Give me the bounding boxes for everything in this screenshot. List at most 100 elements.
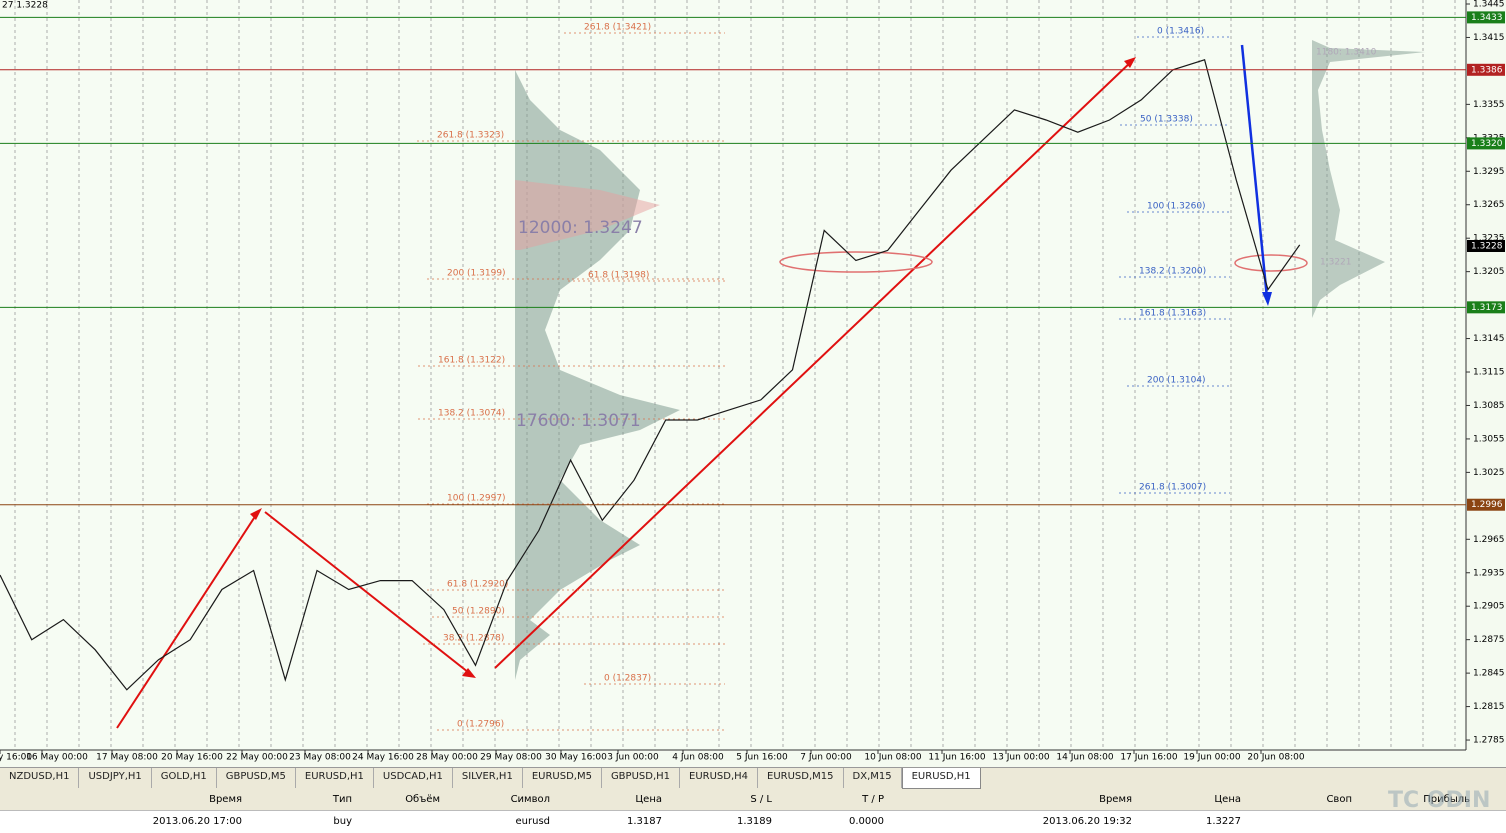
- fib-label: 50 (1.3338): [1140, 115, 1193, 125]
- fib-label: 100 (1.3260): [1147, 202, 1206, 212]
- time-label: 5 Jun 16:00: [736, 753, 788, 763]
- time-label: 19 Jun 00:00: [1183, 753, 1240, 763]
- time-label: 10 Jun 08:00: [864, 753, 921, 763]
- arrowhead: [1262, 292, 1272, 306]
- fib-label: 0 (1.2837): [604, 674, 651, 684]
- fib-label: 200 (1.3104): [1147, 376, 1206, 386]
- chart-tab[interactable]: USDJPY,H1: [79, 768, 152, 788]
- table-cell: Объём: [405, 794, 440, 805]
- price-line: [0, 59, 1301, 691]
- price-tick-label: 1.3085: [1473, 401, 1505, 411]
- table-cell: Цена: [1214, 794, 1241, 805]
- price-tick-label: 1.3415: [1473, 33, 1505, 43]
- profile-label: 1.3221: [1320, 258, 1352, 268]
- table-cell: T / P: [862, 794, 884, 805]
- price-tick-label: 1.3055: [1473, 434, 1505, 444]
- chart-tab[interactable]: EURUSD,M15: [758, 768, 844, 788]
- price-tick-label: 1.2905: [1473, 602, 1505, 612]
- price-tick-label: 1.2815: [1473, 702, 1505, 712]
- table-cell: 1.3227: [1206, 816, 1241, 827]
- time-label: 3 Jun 00:00: [607, 753, 659, 763]
- price-tick-label: 1.3355: [1473, 100, 1505, 110]
- price-tick-label: 1.2935: [1473, 568, 1505, 578]
- chart-tab[interactable]: USDCAD,H1: [374, 768, 453, 788]
- time-label: 17 May 08:00: [96, 753, 158, 763]
- level-label-bg: [1467, 498, 1505, 511]
- time-label: 28 May 00:00: [416, 753, 478, 763]
- level-label-bg: [1467, 137, 1505, 150]
- table-cell: buy: [333, 816, 352, 827]
- chart-tabs: NZDUSD,H1 USDJPY,H1 GOLD,H1 GBPUSD,M5 EURUSD…: [0, 767, 1506, 789]
- table-cell: 2013.06.20 19:32: [1042, 816, 1132, 827]
- fib-label: 0 (1.3416): [1157, 27, 1204, 37]
- fib-label: 138.2 (1.3074): [438, 409, 505, 419]
- price-tick-label: 1.2965: [1473, 535, 1505, 545]
- time-label: 13 Jun 00:00: [992, 753, 1049, 763]
- price-tick-label: 1.2845: [1473, 669, 1505, 679]
- price-tick-label: 1.3025: [1473, 468, 1505, 478]
- chart-tab[interactable]: EURUSD,M5: [523, 768, 602, 788]
- fib-label: 100 (1.2997): [447, 494, 506, 504]
- level-label: 1.2996: [1471, 500, 1503, 510]
- fib-label: 200 (1.3199): [447, 269, 506, 279]
- time-label: 30 May 16:00: [545, 753, 607, 763]
- table-header: Время Тип Объём Символ Цена S / L T / P Время Це…: [0, 789, 1506, 811]
- price-tick-label: 1.3145: [1473, 334, 1505, 344]
- table-cell: Тип: [332, 794, 352, 805]
- fib-label: 0 (1.2796): [457, 720, 504, 730]
- table-cell: 1.3189: [737, 816, 772, 827]
- time-label: 7 Jun 00:00: [800, 753, 852, 763]
- time-label: 24 May 16:00: [352, 753, 414, 763]
- level-label: 1.3433: [1471, 13, 1503, 23]
- level-label-bg: [1467, 11, 1505, 24]
- chart-tab[interactable]: EURUSD,H1: [901, 768, 981, 789]
- fib-label: 261.8 (1.3323): [437, 131, 504, 141]
- table-cell: Время: [209, 794, 242, 805]
- chart-tab[interactable]: GOLD,H1: [152, 768, 217, 788]
- fib-label: 161.8 (1.3163): [1139, 309, 1206, 319]
- price-tick-label: 1.3235: [1473, 234, 1505, 244]
- fib-label: 61.8 (1.3198): [588, 271, 649, 281]
- profile-label: 12000: 1.3247: [518, 218, 643, 238]
- chart-tab[interactable]: GBPUSD,M5: [217, 768, 296, 788]
- time-label: 11 Jun 16:00: [928, 753, 985, 763]
- time-label: 17 Jun 16:00: [1120, 753, 1177, 763]
- profile-label: 1180: 1.3410: [1316, 48, 1377, 58]
- price-tick-label: 1.2875: [1473, 635, 1505, 645]
- fib-label: 161.8 (1.3122): [438, 356, 505, 366]
- table-cell: 1.3187: [627, 816, 662, 827]
- price-tick-label: 1.3295: [1473, 167, 1505, 177]
- table-cell: 0.0000: [849, 816, 884, 827]
- chart-tab[interactable]: DX,M15: [844, 768, 902, 788]
- watermark: TC ODIN: [1388, 788, 1491, 813]
- price-tick-label: 1.3205: [1473, 267, 1505, 277]
- fib-label: 61.8 (1.2920): [447, 580, 508, 590]
- highlight-ellipse: [1234, 254, 1308, 272]
- table-cell: S / L: [750, 794, 772, 805]
- chart-tab[interactable]: NZDUSD,H1: [0, 768, 80, 788]
- table-cell: Своп: [1326, 794, 1352, 805]
- plot-area: [0, 0, 1466, 750]
- chart-tab[interactable]: SILVER,H1: [453, 768, 523, 788]
- time-label: 23 May 08:00: [289, 753, 351, 763]
- price-tick-label: 1.3265: [1473, 200, 1505, 210]
- fib-label: 261.8 (1.3007): [1139, 483, 1206, 493]
- table-cell: Цена: [635, 794, 662, 805]
- price-tick-label: 1.3115: [1473, 368, 1505, 378]
- fib-label: 50 (1.2890): [452, 607, 505, 617]
- time-label: 14 Jun 08:00: [1056, 753, 1113, 763]
- fib-label: 261.8 (1.3421): [584, 23, 651, 33]
- level-label: 1.3173: [1471, 303, 1503, 313]
- chart-tab[interactable]: GBPUSD,H1: [602, 768, 681, 788]
- table-cell: Время: [1099, 794, 1132, 805]
- chart-tab[interactable]: EURUSD,H4: [680, 768, 759, 788]
- level-label-bg: [1467, 301, 1505, 314]
- chart-tab[interactable]: EURUSD,H1: [296, 768, 374, 788]
- highlight-ellipse: [779, 251, 933, 273]
- price-tick-label: 1.3445: [1473, 0, 1505, 10]
- symbol-price: 27 1.3228: [2, 1, 48, 11]
- time-label: 22 May 00:00: [226, 753, 288, 763]
- level-label: 1.3228: [1471, 241, 1503, 251]
- level-label: 1.3320: [1471, 139, 1503, 149]
